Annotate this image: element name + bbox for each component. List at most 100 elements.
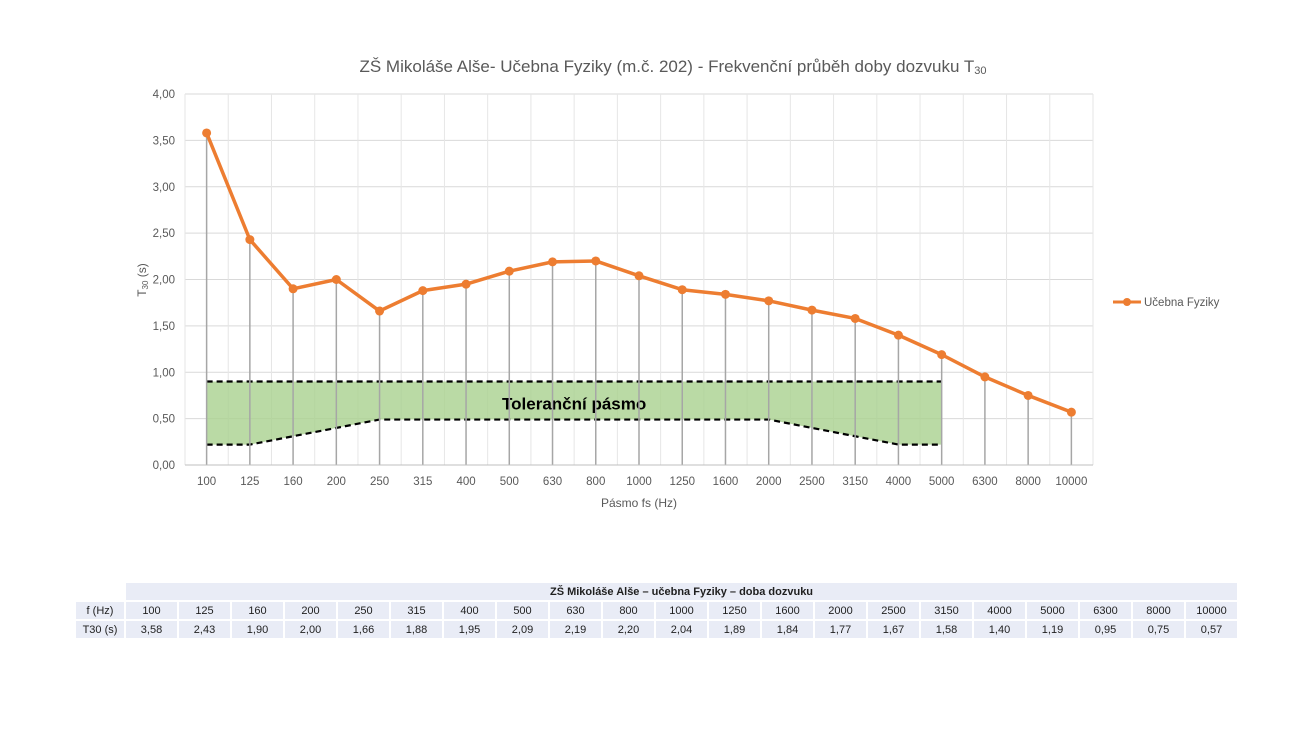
x-tick-label: 250 (370, 476, 389, 488)
data-point (548, 257, 558, 267)
data-point (764, 296, 774, 306)
table-cell: 1600 (762, 602, 813, 619)
table-cell: 315 (391, 602, 442, 619)
x-tick-label: 8000 (1015, 476, 1041, 488)
x-tick-label: 4000 (886, 476, 912, 488)
y-tick-label: 2,00 (153, 275, 175, 287)
tolerance-band-label: Toleranční pásmo (502, 394, 646, 413)
data-point (288, 284, 298, 294)
data-point (245, 235, 255, 245)
y-tick-label: 4,00 (153, 89, 175, 101)
x-tick-label: 1000 (626, 476, 652, 488)
data-point (591, 256, 601, 266)
x-tick-label: 800 (586, 476, 605, 488)
table-cell: 6300 (1080, 602, 1131, 619)
data-point (807, 305, 817, 315)
table-cell: 630 (550, 602, 601, 619)
y-tick-label: 0,50 (153, 414, 175, 426)
legend: Učebna Fyziky (1113, 297, 1220, 309)
table-cell: 125 (179, 602, 230, 619)
y-tick-label: 0,00 (153, 460, 175, 472)
data-point (461, 279, 471, 289)
data-point (504, 266, 514, 276)
table-cell: 0,75 (1133, 621, 1184, 638)
table-cell: 200 (285, 602, 336, 619)
table-cell: 400 (444, 602, 495, 619)
table-cell: 3,58 (126, 621, 177, 638)
table-row-label: f (Hz) (76, 602, 124, 619)
reverberation-chart: ZŠ Mikoláše Alše- Učebna Fyziky (m.č. 20… (135, 57, 1220, 510)
table-cell: 2,20 (603, 621, 654, 638)
data-point (202, 128, 212, 138)
table-cell: 1,66 (338, 621, 389, 638)
table-cell: 2500 (868, 602, 919, 619)
table-cell: 2,04 (656, 621, 707, 638)
data-point (1066, 407, 1076, 417)
y-tick-label: 3,00 (153, 182, 175, 194)
chart-title-main: ZŠ Mikoláše Alše- Učebna Fyziky (m.č. 20… (359, 57, 974, 76)
data-point (720, 289, 730, 299)
x-tick-label: 2000 (756, 476, 782, 488)
chart-title: ZŠ Mikoláše Alše- Učebna Fyziky (m.č. 20… (359, 57, 986, 77)
y-tick-label: 3,50 (153, 135, 175, 147)
table-cell: 2,00 (285, 621, 336, 638)
table-cell: 160 (232, 602, 283, 619)
table-row-t30: T30 (s) 3,58 2,43 1,90 2,00 1,66 1,88 1,95 2,09 2… (76, 621, 1237, 638)
table-cell: 1,84 (762, 621, 813, 638)
x-tick-label: 315 (413, 476, 432, 488)
tolerance-band-area (206, 381, 942, 445)
table-row-label: T30 (s) (76, 621, 124, 638)
x-tick-label: 5000 (929, 476, 955, 488)
table-cell: 1,40 (974, 621, 1025, 638)
x-tick-label: 500 (500, 476, 519, 488)
y-axis: 0,00 0,50 1,00 1,50 2,00 2,50 3,00 3,50 4,00 (153, 89, 175, 472)
x-tick-label: 125 (240, 476, 259, 488)
y-axis-title-unit: (s) (135, 263, 149, 280)
x-tick-label: 10000 (1055, 476, 1087, 488)
table-cell: 3150 (921, 602, 972, 619)
table-cell: 1000 (656, 602, 707, 619)
table-cell: 2,19 (550, 621, 601, 638)
table-cell: 2,09 (497, 621, 548, 638)
data-point (850, 313, 860, 323)
table-cell: 1,19 (1027, 621, 1078, 638)
x-tick-label: 1250 (669, 476, 695, 488)
table-cell: 100 (126, 602, 177, 619)
x-tick-label: 160 (284, 476, 303, 488)
data-point (980, 372, 990, 382)
table-cell: 1,89 (709, 621, 760, 638)
table-cell: 1,88 (391, 621, 442, 638)
x-axis: 100 125 160 200 250 315 400 500 630 800 1000 1250 16… (185, 464, 1093, 488)
data-point (634, 271, 644, 281)
x-tick-label: 1600 (713, 476, 739, 488)
x-tick-label: 200 (327, 476, 346, 488)
x-tick-label: 3150 (842, 476, 868, 488)
y-tick-label: 2,50 (153, 228, 175, 240)
data-point (937, 350, 947, 360)
table-cell: 10000 (1186, 602, 1237, 619)
table-cell: 250 (338, 602, 389, 619)
data-series (202, 128, 1076, 417)
table-cell: 5000 (1027, 602, 1078, 619)
table-cell: 1,90 (232, 621, 283, 638)
table-cell: 1,95 (444, 621, 495, 638)
y-axis-title-subscript: 30 (141, 280, 150, 289)
table-cell: 2,43 (179, 621, 230, 638)
data-point (1023, 390, 1033, 400)
table-cell: 1,67 (868, 621, 919, 638)
y-axis-title: T30 (s) (135, 263, 150, 297)
x-tick-label: 6300 (972, 476, 998, 488)
table-row-frequency: f (Hz) 100 125 160 200 250 315 400 500 630 800 1000… (76, 602, 1237, 619)
x-tick-label: 100 (197, 476, 216, 488)
tolerance-lower-limit (206, 418, 942, 446)
table-corner-cell (76, 583, 124, 600)
data-point (375, 306, 385, 316)
x-tick-label: 630 (543, 476, 562, 488)
table-cell: 800 (603, 602, 654, 619)
table-cell: 4000 (974, 602, 1025, 619)
data-point (331, 275, 341, 284)
table-cell: 0,95 (1080, 621, 1131, 638)
table-cell: 1250 (709, 602, 760, 619)
y-tick-label: 1,00 (153, 367, 175, 379)
x-axis-title: Pásmo fs (Hz) (601, 496, 677, 510)
